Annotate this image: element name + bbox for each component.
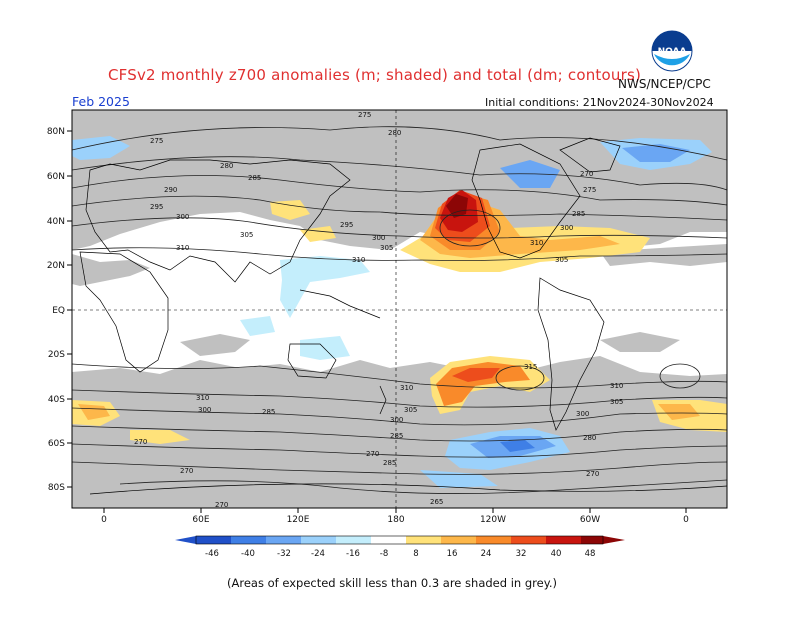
svg-text:300: 300 xyxy=(198,406,211,414)
colorbar-tick: 40 xyxy=(551,549,562,559)
colorbar-bin xyxy=(511,536,546,544)
svg-text:285: 285 xyxy=(572,210,585,218)
svg-text:285: 285 xyxy=(262,408,275,416)
graticule xyxy=(72,110,727,508)
colorbar-tick: 24 xyxy=(481,549,492,559)
colorbar-tick: -40 xyxy=(241,549,255,559)
svg-text:290: 290 xyxy=(164,186,177,194)
lat-label-20s: 20S xyxy=(48,350,65,360)
colorbar-bin xyxy=(581,536,603,544)
svg-text:285: 285 xyxy=(390,432,403,440)
colorbar-tick: 8 xyxy=(413,549,418,559)
svg-text:270: 270 xyxy=(134,438,147,446)
svg-text:275: 275 xyxy=(150,137,163,145)
colorbar-tick: -32 xyxy=(277,549,291,559)
svg-text:270: 270 xyxy=(366,450,379,458)
svg-text:310: 310 xyxy=(400,384,413,392)
colorbar-bin xyxy=(301,536,336,544)
colorbar-bin xyxy=(231,536,266,544)
colorbar-tick: -16 xyxy=(346,549,360,559)
lat-ticks xyxy=(67,130,72,488)
svg-text:280: 280 xyxy=(220,162,233,170)
lat-label-40n: 40N xyxy=(47,217,65,227)
svg-text:270: 270 xyxy=(586,470,599,478)
colorbar-bin xyxy=(336,536,371,544)
skill-footnote: (Areas of expected skill less than 0.3 a… xyxy=(227,576,557,590)
lon-label-180: 180 xyxy=(387,515,404,525)
colorbar-tick: 32 xyxy=(516,549,527,559)
lon-label-0-east: 0 xyxy=(683,515,689,525)
lon-label-120e: 120E xyxy=(287,515,310,525)
svg-text:300: 300 xyxy=(390,416,403,424)
colorbar-bin xyxy=(371,536,406,544)
continent-outlines xyxy=(79,137,728,495)
lon-label-0: 0 xyxy=(101,515,107,525)
logo-text: NOAA xyxy=(658,47,687,57)
svg-text:310: 310 xyxy=(610,382,623,390)
svg-text:300: 300 xyxy=(176,213,189,221)
svg-text:280: 280 xyxy=(388,129,401,137)
svg-text:270: 270 xyxy=(180,467,193,475)
svg-text:305: 305 xyxy=(240,231,253,239)
colorbar-tick: 16 xyxy=(447,549,458,559)
svg-text:305: 305 xyxy=(404,406,417,414)
colorbar-bin xyxy=(196,536,231,544)
colorbar-bin xyxy=(546,536,581,544)
colorbar-right-arrow xyxy=(603,536,625,544)
colorbar xyxy=(175,535,625,545)
svg-text:265: 265 xyxy=(430,498,443,506)
colorbar-tick: -24 xyxy=(311,549,325,559)
lat-label-60n: 60N xyxy=(47,172,65,182)
svg-text:310: 310 xyxy=(530,239,543,247)
svg-text:300: 300 xyxy=(576,410,589,418)
agency-label: NWS/NCEP/CPC xyxy=(618,77,711,91)
lon-label-60e: 60E xyxy=(192,515,209,525)
svg-text:305: 305 xyxy=(555,256,568,264)
lat-label-40s: 40S xyxy=(48,395,65,405)
colorbar-bin xyxy=(406,536,441,544)
map-frame xyxy=(71,109,728,509)
lon-label-60w: 60W xyxy=(580,515,600,525)
low-skill-shading xyxy=(72,110,727,508)
colorbar-tick: -8 xyxy=(380,549,388,559)
colorbar-tick: 48 xyxy=(585,549,596,559)
lat-label-20n: 20N xyxy=(47,261,65,271)
lat-label-eq: EQ xyxy=(52,306,65,316)
lat-label-80n: 80N xyxy=(47,127,65,137)
svg-text:310: 310 xyxy=(196,394,209,402)
colorbar-bin xyxy=(476,536,511,544)
svg-text:300: 300 xyxy=(372,234,385,242)
svg-text:305: 305 xyxy=(610,398,623,406)
svg-text:285: 285 xyxy=(383,459,396,467)
lat-label-60s: 60S xyxy=(48,439,65,449)
initial-conditions: Initial conditions: 21Nov2024-30Nov2024 xyxy=(485,96,714,109)
svg-text:305: 305 xyxy=(380,244,393,252)
svg-text:285: 285 xyxy=(248,174,261,182)
svg-text:275: 275 xyxy=(358,111,371,119)
svg-text:300: 300 xyxy=(560,224,573,232)
svg-text:310: 310 xyxy=(352,256,365,264)
colorbar-bin xyxy=(441,536,476,544)
svg-text:270: 270 xyxy=(215,501,228,509)
svg-text:315: 315 xyxy=(524,363,537,371)
contour-labels: 275 280 275 280 285 290 295 300 305 310 295 30… xyxy=(134,111,623,509)
svg-text:310: 310 xyxy=(176,244,189,252)
lat-label-80s: 80S xyxy=(48,483,65,493)
noaa-logo-icon: NOAA xyxy=(651,30,693,72)
svg-text:270: 270 xyxy=(580,170,593,178)
forecast-month: Feb 2025 xyxy=(72,94,130,109)
svg-text:295: 295 xyxy=(340,221,353,229)
chart-title: CFSv2 monthly z700 anomalies (m; shaded)… xyxy=(108,66,642,84)
colorbar-left-arrow xyxy=(175,536,196,544)
svg-text:280: 280 xyxy=(583,434,596,442)
height-contours xyxy=(71,126,728,494)
colorbar-tick: -46 xyxy=(205,549,219,559)
anomaly-shading xyxy=(72,136,727,488)
svg-text:275: 275 xyxy=(583,186,596,194)
colorbar-bin xyxy=(266,536,301,544)
svg-text:295: 295 xyxy=(150,203,163,211)
lon-ticks xyxy=(103,508,687,513)
lon-label-120w: 120W xyxy=(480,515,506,525)
